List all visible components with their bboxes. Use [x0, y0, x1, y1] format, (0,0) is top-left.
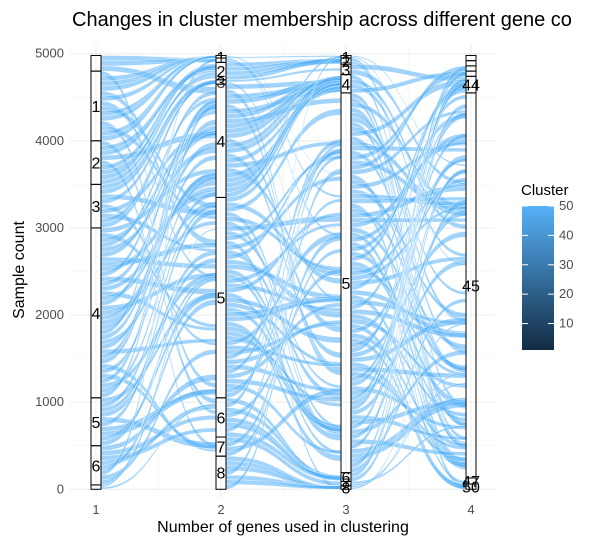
stratum-label: 2 — [92, 156, 101, 173]
stratum-label: 44 — [462, 78, 480, 95]
stratum-box — [465, 54, 477, 62]
flows — [100, 55, 467, 490]
stratum-label: 7 — [342, 477, 351, 494]
stratum-label: 4 — [92, 306, 101, 323]
legend-ticks: 10 20 30 40 50 — [522, 198, 573, 331]
y-tick-label: 5000 — [35, 46, 64, 61]
stratum-label: 5 — [217, 291, 226, 308]
stratum-label: 8 — [342, 481, 351, 498]
legend-tick-label: 40 — [559, 227, 573, 242]
stratum-label: 2 — [342, 54, 351, 71]
stratum-box — [215, 455, 227, 490]
legend-tick-label: 10 — [559, 316, 573, 331]
x-tick-label: 3 — [342, 502, 349, 517]
legend-tick-label: 20 — [559, 286, 573, 301]
stratum-label: 3 — [217, 75, 226, 92]
y-axis-title: Sample count — [11, 221, 28, 319]
legend: Cluster 10 20 30 40 50 — [521, 182, 573, 350]
stratum-label: 45 — [462, 278, 480, 295]
stratum-label: 4 — [342, 77, 351, 94]
stratum-label: 5 — [92, 415, 101, 432]
stratum-box — [215, 57, 227, 63]
stratum-box — [465, 60, 477, 67]
legend-tick-label: 50 — [559, 198, 573, 213]
stratum-label: 6 — [217, 410, 226, 427]
stratum-label: 3 — [342, 62, 351, 79]
y-tick-label: 0 — [57, 481, 64, 496]
stratum-label: 2 — [217, 64, 226, 81]
stratum-label: 3 — [92, 199, 101, 216]
y-tick-label: 2000 — [35, 307, 64, 322]
stratum-box — [340, 485, 352, 490]
stratum-label: 4 — [217, 134, 226, 151]
stratum-label: 6 — [342, 470, 351, 487]
stratum-label: 7 — [217, 440, 226, 457]
stratum-label: 50 — [462, 480, 480, 497]
stratum-box — [465, 65, 477, 72]
x-axis-title: Number of genes used in clustering — [157, 519, 409, 536]
stratum-box — [465, 483, 477, 490]
stratum-label: 8 — [217, 466, 226, 483]
y-tick-label: 3000 — [35, 220, 64, 235]
legend-colorbar — [522, 206, 554, 350]
x-tick-label: 1 — [92, 502, 99, 517]
stratum-label: 5 — [342, 276, 351, 293]
stratum-box — [465, 70, 477, 77]
stratum-label: 6 — [92, 458, 101, 475]
y-tick-label: 1000 — [35, 394, 64, 409]
stratum-box — [90, 54, 102, 72]
stratum-label: 1 — [92, 99, 101, 116]
x-tick-label: 4 — [467, 502, 474, 517]
stratum-box — [90, 484, 102, 490]
x-tick-label: 2 — [217, 502, 224, 517]
chart-title: Changes in cluster membership across dif… — [72, 9, 572, 31]
y-tick-label: 4000 — [35, 133, 64, 148]
legend-title: Cluster — [521, 182, 569, 199]
legend-tick-label: 30 — [559, 257, 573, 272]
